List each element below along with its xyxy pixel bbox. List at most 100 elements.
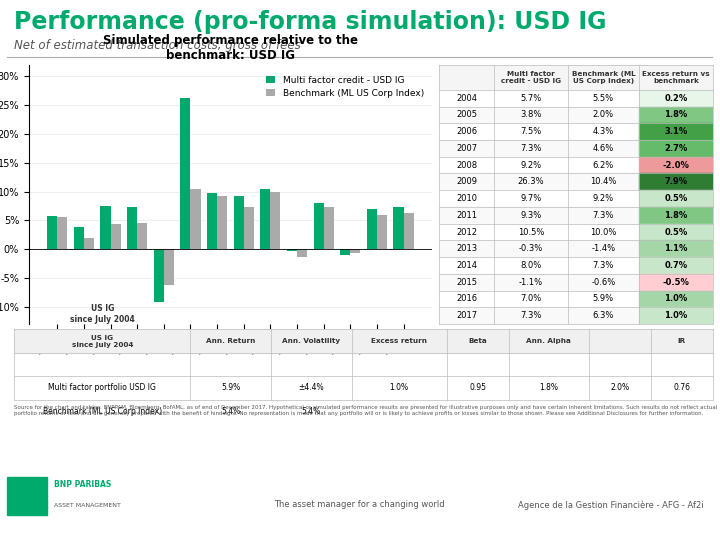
- Bar: [439, 90, 713, 106]
- Bar: [439, 274, 713, 291]
- Text: US IG
since July 2004: US IG since July 2004: [71, 335, 133, 348]
- Text: Beta: Beta: [468, 338, 487, 344]
- Text: 2015: 2015: [456, 278, 477, 287]
- Text: Agence de la Gestion Financière - AFG - Af2i: Agence de la Gestion Financière - AFG - …: [518, 500, 704, 510]
- Text: 7.5%: 7.5%: [521, 127, 541, 136]
- Bar: [7, 477, 47, 515]
- Text: US IG
since July 2004: US IG since July 2004: [70, 305, 135, 324]
- Bar: [639, 190, 713, 207]
- Bar: [439, 140, 713, 157]
- Bar: [439, 173, 713, 190]
- Text: 6.3%: 6.3%: [593, 311, 614, 320]
- Text: Source for the chart and tables: BNPPAM, Bloomberg, BofAML, as of end of Decembe: Source for the chart and tables: BNPPAM,…: [14, 405, 718, 416]
- Bar: [439, 157, 713, 173]
- Bar: [260, 188, 270, 249]
- Text: -0.6%: -0.6%: [591, 278, 616, 287]
- Text: Multi factor portfolio USD IG: Multi factor portfolio USD IG: [48, 383, 156, 393]
- Text: 0.2%: 0.2%: [665, 94, 688, 103]
- Text: 5.9%: 5.9%: [593, 294, 614, 303]
- Bar: [639, 257, 713, 274]
- Bar: [439, 207, 713, 224]
- Text: 1.8%: 1.8%: [539, 383, 559, 393]
- Text: Ann. Volatility: Ann. Volatility: [282, 338, 341, 344]
- Text: 5.9%: 5.9%: [221, 383, 240, 393]
- Bar: [439, 123, 713, 140]
- Bar: [439, 307, 713, 324]
- Text: Benchmark (ML US Corp Index): Benchmark (ML US Corp Index): [42, 407, 162, 416]
- Bar: [58, 218, 68, 249]
- Text: 7.3%: 7.3%: [520, 144, 541, 153]
- Text: 0.5%: 0.5%: [665, 227, 688, 237]
- Text: 5.7%: 5.7%: [521, 94, 541, 103]
- Text: 2006: 2006: [456, 127, 477, 136]
- Text: -1.1%: -1.1%: [519, 278, 543, 287]
- Text: Net of estimated transaction costs, gross of fees: Net of estimated transaction costs, gros…: [14, 39, 301, 52]
- Text: 2012: 2012: [456, 227, 477, 237]
- Bar: [233, 195, 243, 249]
- Bar: [73, 227, 84, 249]
- Text: 1.8%: 1.8%: [665, 111, 688, 119]
- Bar: [366, 209, 377, 249]
- Bar: [14, 400, 713, 423]
- Bar: [287, 249, 297, 251]
- Text: ±4.4%: ±4.4%: [299, 383, 324, 393]
- Bar: [100, 206, 111, 249]
- Legend: Multi factor credit - USD IG, Benchmark (ML US Corp Index): Multi factor credit - USD IG, Benchmark …: [263, 72, 428, 102]
- Bar: [639, 274, 713, 291]
- Text: 9.3%: 9.3%: [521, 211, 541, 220]
- Text: 2013: 2013: [456, 244, 477, 253]
- Bar: [639, 240, 713, 257]
- Text: 1.8%: 1.8%: [665, 211, 688, 220]
- Text: -0.3%: -0.3%: [518, 244, 543, 253]
- Text: 2016: 2016: [456, 294, 477, 303]
- Bar: [84, 238, 94, 249]
- Bar: [138, 222, 148, 249]
- Text: Multi factor
credit - USD IG: Multi factor credit - USD IG: [501, 71, 561, 84]
- Bar: [191, 189, 201, 249]
- Bar: [297, 249, 307, 257]
- Bar: [639, 106, 713, 123]
- Bar: [639, 224, 713, 240]
- Bar: [323, 207, 334, 249]
- Bar: [180, 98, 191, 249]
- Bar: [111, 224, 121, 249]
- Text: Performance (pro-forma simulation): USD IG: Performance (pro-forma simulation): USD …: [14, 10, 607, 33]
- Bar: [439, 257, 713, 274]
- Text: 1.1%: 1.1%: [664, 244, 688, 253]
- Bar: [403, 213, 414, 249]
- Bar: [393, 207, 403, 249]
- Text: BNP PARIBAS: BNP PARIBAS: [54, 481, 112, 489]
- Bar: [207, 193, 217, 249]
- Text: The asset manager for a changing world: The asset manager for a changing world: [274, 501, 444, 509]
- Text: 2008: 2008: [456, 160, 477, 170]
- Text: 7.0%: 7.0%: [521, 294, 541, 303]
- Bar: [164, 249, 174, 285]
- Text: 6.2%: 6.2%: [593, 160, 614, 170]
- Text: 2010: 2010: [456, 194, 477, 203]
- Text: 7.9%: 7.9%: [665, 177, 688, 186]
- Bar: [439, 65, 713, 90]
- Text: 1.0%: 1.0%: [665, 311, 688, 320]
- Text: 7.3%: 7.3%: [520, 311, 541, 320]
- Bar: [439, 106, 713, 123]
- Text: 5.5%: 5.5%: [593, 94, 614, 103]
- Text: 2.0%: 2.0%: [611, 383, 630, 393]
- Bar: [127, 207, 138, 249]
- Bar: [639, 140, 713, 157]
- Text: 2.7%: 2.7%: [665, 144, 688, 153]
- Title: Simulated performance relative to the
benchmark: USD IG: Simulated performance relative to the be…: [103, 34, 358, 62]
- Bar: [439, 240, 713, 257]
- Bar: [217, 196, 228, 249]
- Bar: [153, 249, 164, 302]
- Bar: [313, 203, 323, 249]
- Text: Ann. Alpha: Ann. Alpha: [526, 338, 572, 344]
- Bar: [14, 329, 713, 353]
- Text: 7.3%: 7.3%: [593, 261, 614, 270]
- Bar: [639, 207, 713, 224]
- Bar: [639, 173, 713, 190]
- Text: ASSET MANAGEMENT: ASSET MANAGEMENT: [54, 503, 121, 509]
- Text: Benchmark (ML
US Corp Index): Benchmark (ML US Corp Index): [572, 71, 635, 84]
- Bar: [439, 291, 713, 307]
- Bar: [639, 90, 713, 106]
- Bar: [639, 157, 713, 173]
